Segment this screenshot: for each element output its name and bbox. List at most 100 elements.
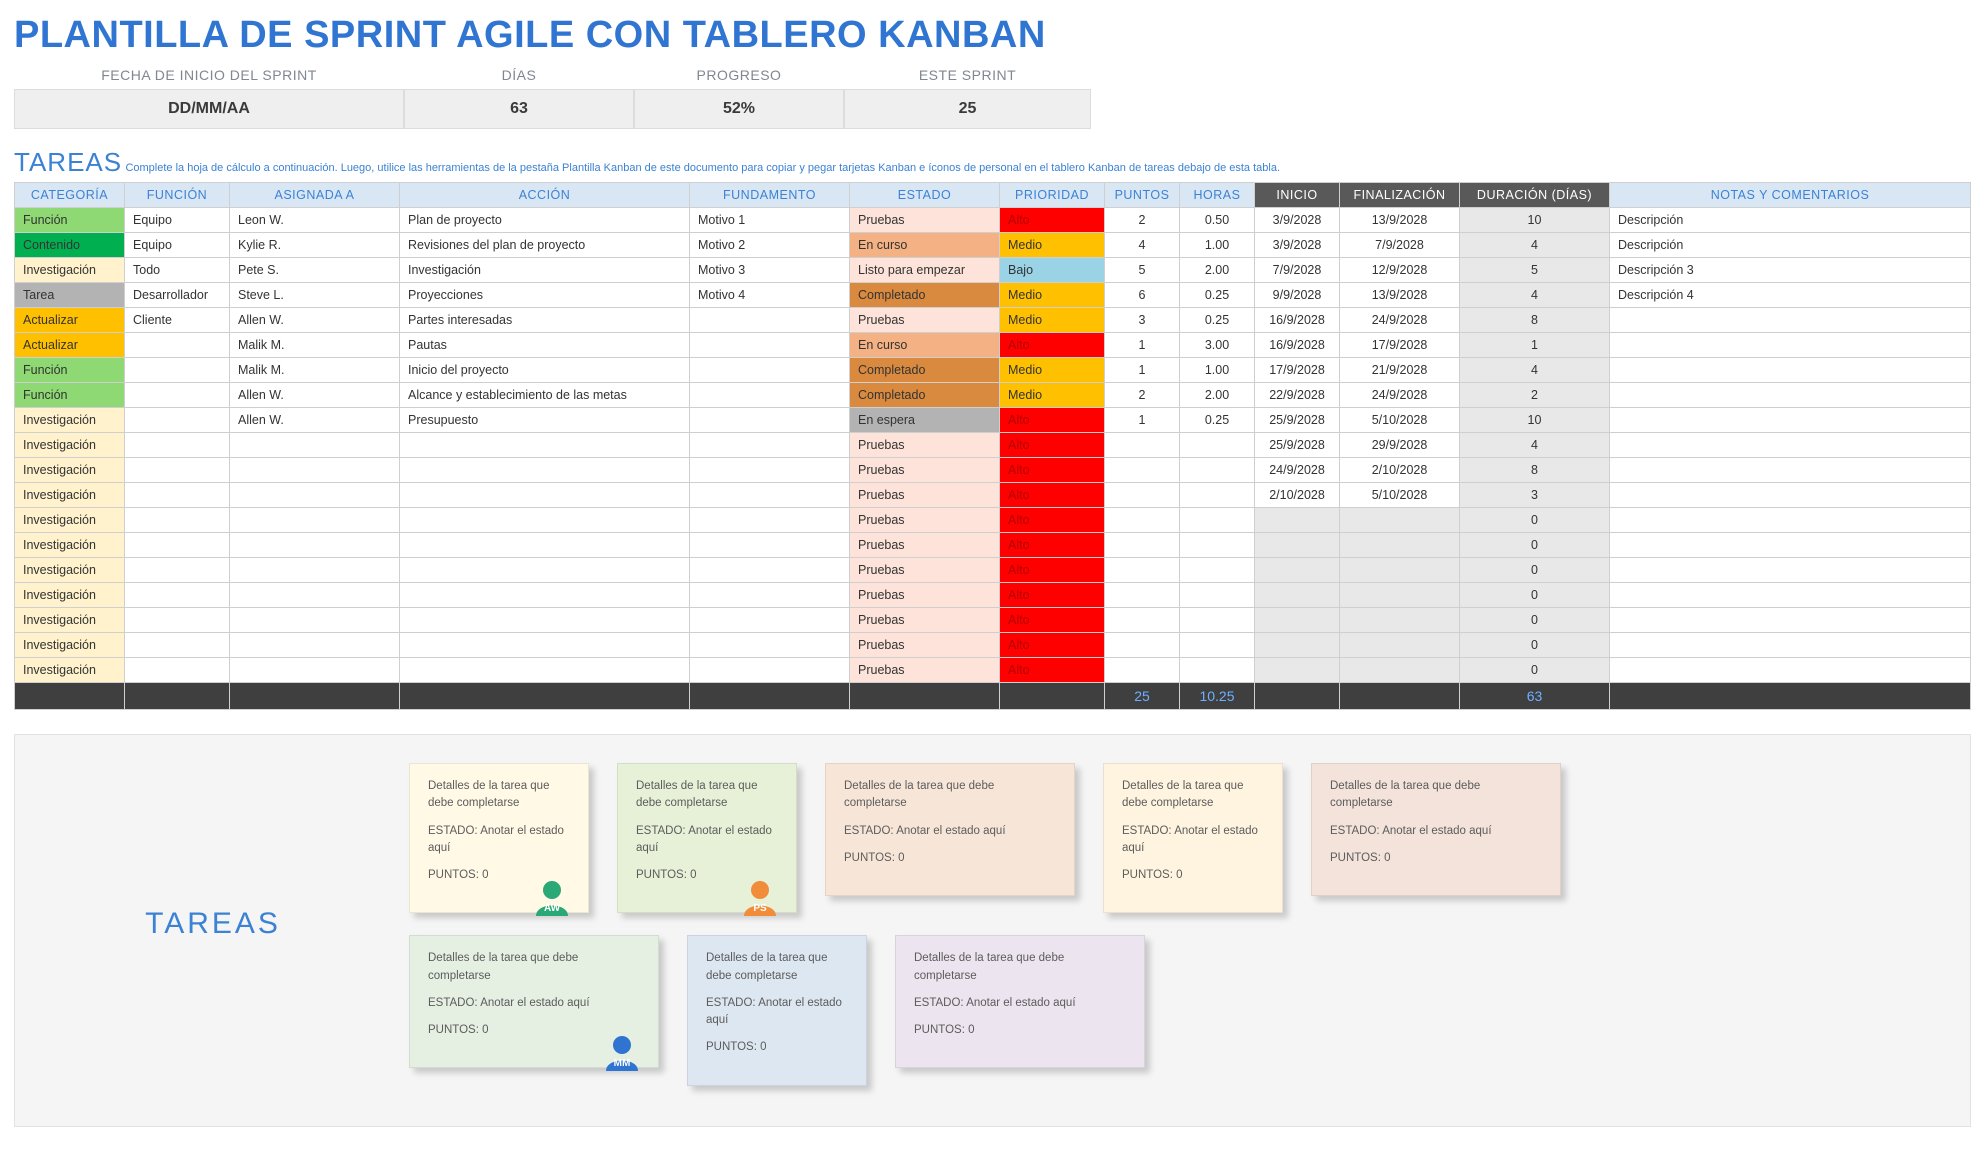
cell-categoria[interactable]: Investigación xyxy=(15,508,125,533)
cell-notas[interactable]: Descripción xyxy=(1610,208,1971,233)
cell-asignada[interactable] xyxy=(230,508,400,533)
cell-fundamento[interactable] xyxy=(690,608,850,633)
table-row[interactable]: ContenidoEquipoKylie R.Revisiones del pl… xyxy=(15,233,1971,258)
cell-inicio[interactable]: 16/9/2028 xyxy=(1255,308,1340,333)
cell-estado[interactable]: Completado xyxy=(850,358,1000,383)
cell-dur[interactable]: 8 xyxy=(1460,308,1610,333)
cell-inicio[interactable]: 17/9/2028 xyxy=(1255,358,1340,383)
kanban-card[interactable]: Detalles de la tarea que debe completars… xyxy=(1103,763,1283,913)
cell-puntos[interactable] xyxy=(1105,633,1180,658)
cell-asignada[interactable]: Pete S. xyxy=(230,258,400,283)
table-row[interactable]: FunciónEquipoLeon W.Plan de proyectoMoti… xyxy=(15,208,1971,233)
cell-accion[interactable] xyxy=(400,583,690,608)
cell-categoria[interactable]: Investigación xyxy=(15,608,125,633)
cell-funcion[interactable] xyxy=(125,458,230,483)
cell-asignada[interactable] xyxy=(230,558,400,583)
cell-fin[interactable]: 12/9/2028 xyxy=(1340,258,1460,283)
cell-fin[interactable] xyxy=(1340,633,1460,658)
cell-dur[interactable]: 0 xyxy=(1460,558,1610,583)
cell-dur[interactable]: 1 xyxy=(1460,333,1610,358)
cell-accion[interactable]: Proyecciones xyxy=(400,283,690,308)
cell-inicio[interactable] xyxy=(1255,533,1340,558)
cell-prioridad[interactable]: Alto xyxy=(1000,408,1105,433)
cell-prioridad[interactable]: Medio xyxy=(1000,233,1105,258)
kanban-card[interactable]: Detalles de la tarea que debe completars… xyxy=(825,763,1075,896)
cell-asignada[interactable]: Malik M. xyxy=(230,358,400,383)
cell-estado[interactable]: Pruebas xyxy=(850,558,1000,583)
cell-estado[interactable]: Pruebas xyxy=(850,508,1000,533)
cell-horas[interactable]: 0.50 xyxy=(1180,208,1255,233)
cell-inicio[interactable]: 3/9/2028 xyxy=(1255,233,1340,258)
cell-inicio[interactable]: 16/9/2028 xyxy=(1255,333,1340,358)
cell-horas[interactable]: 1.00 xyxy=(1180,233,1255,258)
cell-estado[interactable]: En espera xyxy=(850,408,1000,433)
cell-accion[interactable]: Presupuesto xyxy=(400,408,690,433)
cell-dur[interactable]: 4 xyxy=(1460,433,1610,458)
cell-puntos[interactable] xyxy=(1105,608,1180,633)
col-header[interactable]: ASIGNADA A xyxy=(230,183,400,208)
table-row[interactable]: InvestigaciónPruebasAlto24/9/20282/10/20… xyxy=(15,458,1971,483)
cell-fin[interactable]: 24/9/2028 xyxy=(1340,383,1460,408)
cell-funcion[interactable]: Todo xyxy=(125,258,230,283)
cell-dur[interactable]: 0 xyxy=(1460,633,1610,658)
cell-fundamento[interactable] xyxy=(690,458,850,483)
cell-categoria[interactable]: Investigación xyxy=(15,533,125,558)
cell-fin[interactable] xyxy=(1340,608,1460,633)
cell-asignada[interactable] xyxy=(230,533,400,558)
table-row[interactable]: InvestigaciónPruebasAlto0 xyxy=(15,608,1971,633)
cell-horas[interactable]: 2.00 xyxy=(1180,383,1255,408)
cell-funcion[interactable]: Equipo xyxy=(125,233,230,258)
person-icon[interactable]: PS xyxy=(738,876,782,920)
cell-categoria[interactable]: Tarea xyxy=(15,283,125,308)
cell-horas[interactable]: 1.00 xyxy=(1180,358,1255,383)
cell-funcion[interactable] xyxy=(125,383,230,408)
cell-asignada[interactable] xyxy=(230,583,400,608)
cell-prioridad[interactable]: Medio xyxy=(1000,358,1105,383)
cell-prioridad[interactable]: Alto xyxy=(1000,658,1105,683)
cell-notas[interactable] xyxy=(1610,533,1971,558)
cell-fin[interactable]: 29/9/2028 xyxy=(1340,433,1460,458)
cell-prioridad[interactable]: Alto xyxy=(1000,458,1105,483)
table-row[interactable]: FunciónMalik M.Inicio del proyectoComple… xyxy=(15,358,1971,383)
cell-estado[interactable]: En curso xyxy=(850,333,1000,358)
cell-fundamento[interactable] xyxy=(690,633,850,658)
cell-notas[interactable] xyxy=(1610,583,1971,608)
cell-accion[interactable] xyxy=(400,608,690,633)
col-header[interactable]: ACCIÓN xyxy=(400,183,690,208)
cell-prioridad[interactable]: Medio xyxy=(1000,283,1105,308)
cell-accion[interactable] xyxy=(400,433,690,458)
cell-notas[interactable] xyxy=(1610,358,1971,383)
cell-accion[interactable] xyxy=(400,483,690,508)
cell-accion[interactable]: Plan de proyecto xyxy=(400,208,690,233)
cell-funcion[interactable]: Cliente xyxy=(125,308,230,333)
cell-prioridad[interactable]: Alto xyxy=(1000,583,1105,608)
cell-estado[interactable]: Pruebas xyxy=(850,308,1000,333)
cell-fundamento[interactable] xyxy=(690,658,850,683)
cell-funcion[interactable] xyxy=(125,658,230,683)
cell-funcion[interactable]: Equipo xyxy=(125,208,230,233)
cell-inicio[interactable]: 25/9/2028 xyxy=(1255,433,1340,458)
cell-dur[interactable]: 8 xyxy=(1460,458,1610,483)
cell-prioridad[interactable]: Alto xyxy=(1000,608,1105,633)
cell-asignada[interactable] xyxy=(230,608,400,633)
cell-fin[interactable]: 7/9/2028 xyxy=(1340,233,1460,258)
cell-fundamento[interactable] xyxy=(690,583,850,608)
cell-categoria[interactable]: Actualizar xyxy=(15,308,125,333)
person-icon[interactable]: MM xyxy=(600,1031,644,1075)
table-row[interactable]: InvestigaciónPruebasAlto2/10/20285/10/20… xyxy=(15,483,1971,508)
table-row[interactable]: InvestigaciónPruebasAlto0 xyxy=(15,558,1971,583)
kanban-card[interactable]: Detalles de la tarea que debe completars… xyxy=(1311,763,1561,896)
cell-fin[interactable]: 24/9/2028 xyxy=(1340,308,1460,333)
cell-puntos[interactable]: 1 xyxy=(1105,358,1180,383)
cell-horas[interactable]: 2.00 xyxy=(1180,258,1255,283)
cell-puntos[interactable]: 3 xyxy=(1105,308,1180,333)
col-header[interactable]: INICIO xyxy=(1255,183,1340,208)
cell-prioridad[interactable]: Medio xyxy=(1000,308,1105,333)
cell-asignada[interactable]: Allen W. xyxy=(230,308,400,333)
cell-fundamento[interactable] xyxy=(690,558,850,583)
cell-accion[interactable]: Inicio del proyecto xyxy=(400,358,690,383)
cell-funcion[interactable] xyxy=(125,508,230,533)
cell-categoria[interactable]: Contenido xyxy=(15,233,125,258)
cell-puntos[interactable] xyxy=(1105,433,1180,458)
cell-puntos[interactable]: 1 xyxy=(1105,333,1180,358)
